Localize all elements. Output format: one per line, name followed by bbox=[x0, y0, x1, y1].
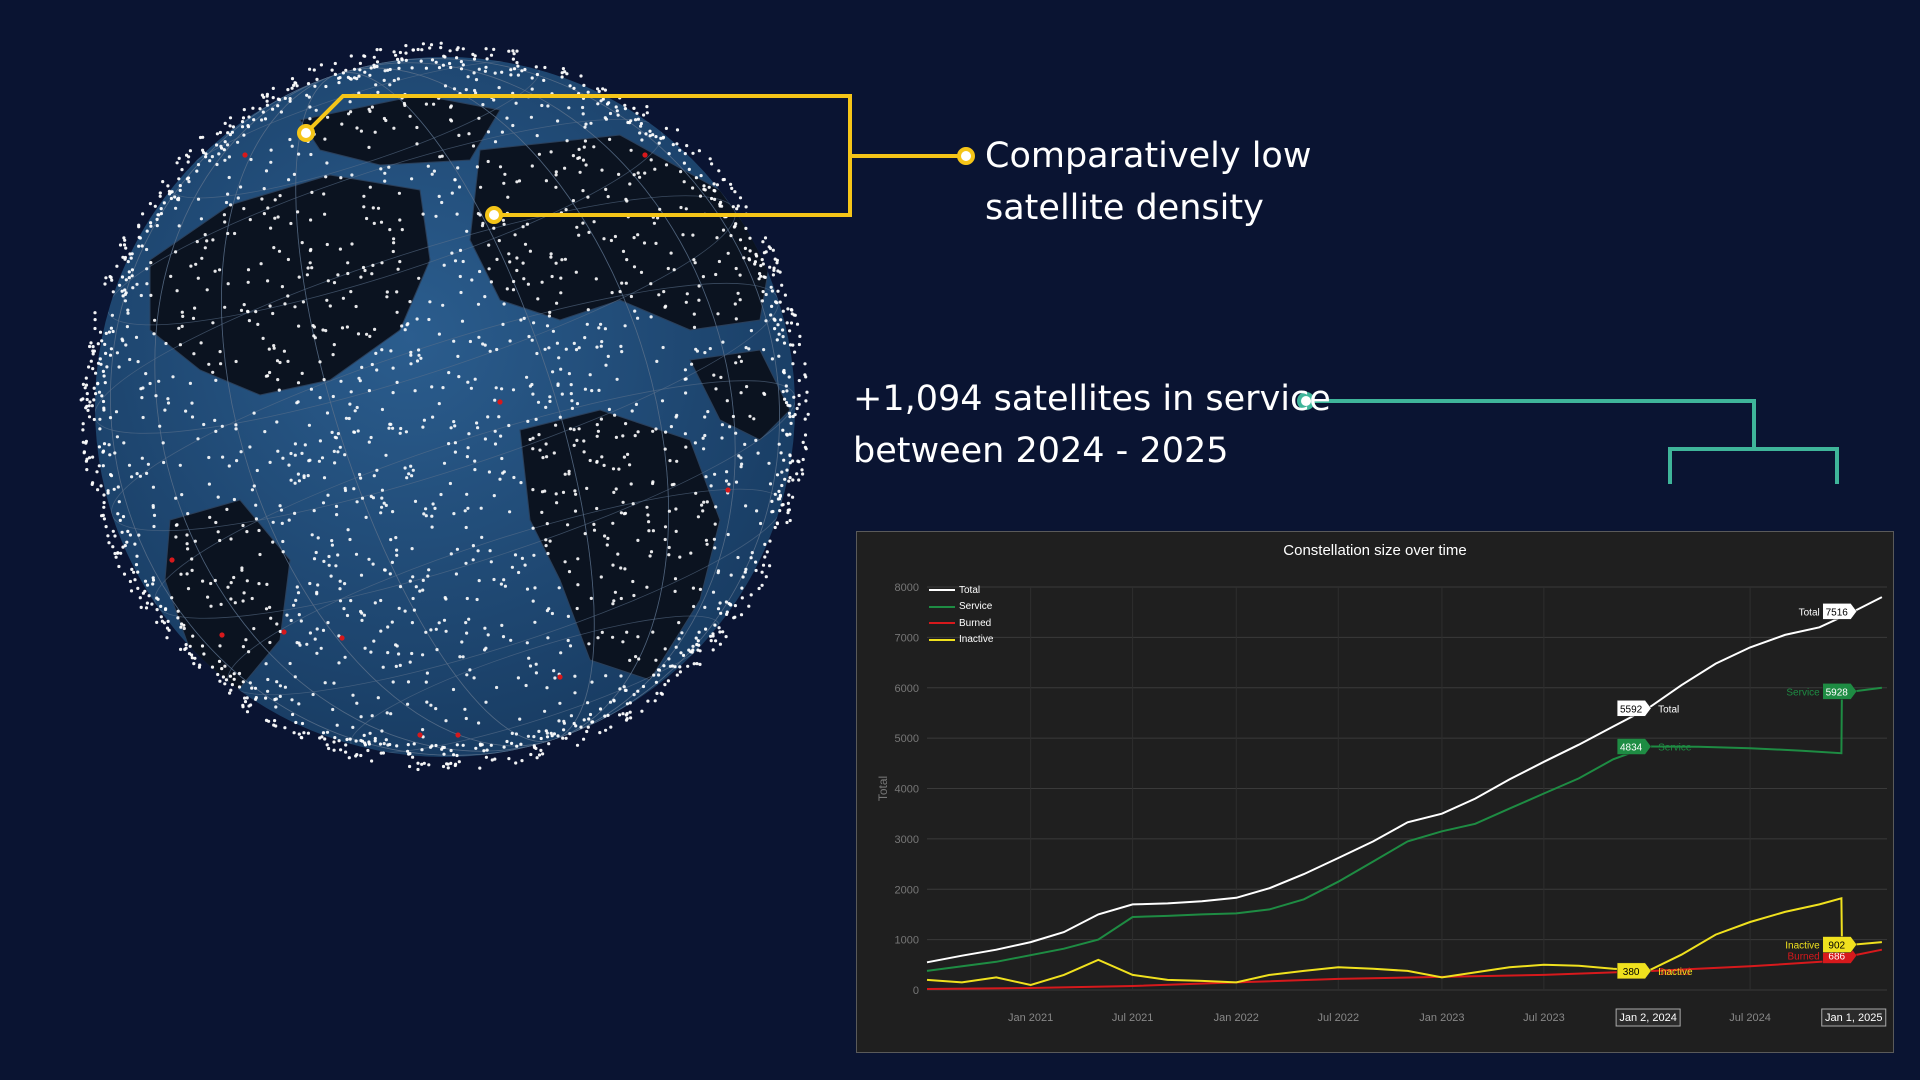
density-callout-dot bbox=[957, 147, 975, 165]
chart-grid bbox=[927, 586, 1887, 991]
y-tick-label: 2000 bbox=[895, 884, 919, 896]
service-bracket bbox=[1668, 447, 1839, 484]
data-label-total: 5592 Total bbox=[1616, 700, 1679, 717]
data-label-inactive: 380 Inactive bbox=[1616, 962, 1693, 980]
data-label-value: 686 bbox=[1828, 951, 1845, 962]
data-label-service: 4834 Service bbox=[1616, 738, 1692, 755]
globe-land bbox=[149, 94, 791, 701]
x-highlight-tick: Jan 2, 2024 bbox=[1615, 1008, 1681, 1027]
x-tick-label: Jul 2024 bbox=[1729, 1012, 1771, 1024]
legend-label: Service bbox=[959, 601, 993, 613]
data-label-name: Burned bbox=[1788, 951, 1820, 962]
earth-globe-icon bbox=[79, 41, 810, 772]
legend-swatch bbox=[929, 589, 955, 592]
density-connector-bottom bbox=[494, 156, 852, 217]
y-tick-label: 1000 bbox=[895, 935, 919, 947]
legend-label: Burned bbox=[959, 617, 992, 629]
legend-label: Inactive bbox=[959, 634, 994, 646]
x-highlight-box bbox=[1615, 1008, 1681, 1027]
data-label-box bbox=[1616, 700, 1652, 717]
data-label-name: Service bbox=[1786, 687, 1820, 698]
chart-legend: Total Service Burned Inactive bbox=[929, 582, 993, 648]
legend-item-inactive[interactable]: Inactive bbox=[929, 632, 993, 649]
legend-swatch bbox=[929, 605, 955, 608]
x-tick-label: Jul 2021 bbox=[1112, 1012, 1154, 1024]
series-line-total bbox=[926, 596, 1883, 964]
x-tick-label: Jan 2021 bbox=[1008, 1012, 1053, 1024]
x-highlight-tick: Jan 1, 2025 bbox=[1821, 1008, 1887, 1027]
x-highlight-label: Jan 1, 2025 bbox=[1825, 1012, 1883, 1024]
y-tick-label: 0 bbox=[913, 985, 919, 997]
density-marker-east bbox=[485, 206, 503, 224]
data-label-service: 5928 Service bbox=[1786, 683, 1858, 700]
data-label-value: 7516 bbox=[1826, 607, 1849, 618]
constellation-chart-panel: 0 1000 2000 3000 4000 5000 6000 7000 8000 Jan 202… bbox=[856, 531, 1894, 1053]
legend-item-service[interactable]: Service bbox=[929, 599, 993, 616]
density-callout-line1: Comparatively low bbox=[985, 136, 1312, 176]
legend-swatch bbox=[929, 638, 955, 641]
data-label-name: Inactive bbox=[1785, 941, 1820, 952]
series-line-inactive bbox=[926, 896, 1882, 987]
density-callout-text: Comparatively low satellite density bbox=[985, 130, 1311, 234]
service-callout-line2: between 2024 - 2025 bbox=[853, 431, 1229, 471]
x-highlight-box bbox=[1821, 1008, 1887, 1027]
y-tick-label: 6000 bbox=[895, 683, 919, 695]
data-label-box bbox=[1616, 962, 1652, 980]
series-line-service bbox=[926, 686, 1883, 972]
data-label-value: 902 bbox=[1828, 941, 1845, 952]
data-label-value: 5592 bbox=[1620, 704, 1643, 715]
data-label-box bbox=[1822, 683, 1858, 700]
data-label-name: Burned bbox=[1658, 967, 1690, 978]
x-tick-label: Jan 2023 bbox=[1419, 1012, 1464, 1024]
y-tick-label: 8000 bbox=[895, 582, 919, 594]
service-callout-text: +1,094 satellites in service between 202… bbox=[853, 373, 1331, 477]
legend-swatch bbox=[929, 622, 955, 625]
x-highlight-label: Jan 2, 2024 bbox=[1619, 1012, 1677, 1024]
y-tick-label: 7000 bbox=[895, 632, 919, 644]
data-label-total: 7516 Total bbox=[1799, 603, 1858, 620]
y-axis-label: Total bbox=[876, 776, 890, 801]
data-label-box bbox=[1822, 603, 1858, 620]
y-tick-label: 5000 bbox=[895, 733, 919, 745]
x-tick-label: Jul 2023 bbox=[1523, 1012, 1565, 1024]
y-tick-label: 4000 bbox=[895, 784, 919, 796]
density-callout-line2: satellite density bbox=[985, 188, 1264, 228]
data-label-inactive: 902 Inactive bbox=[1785, 936, 1858, 953]
legend-item-total[interactable]: Total bbox=[929, 582, 993, 599]
service-callout-dot bbox=[1297, 392, 1315, 410]
data-label-value: 5928 bbox=[1826, 687, 1849, 698]
data-label-box bbox=[1616, 738, 1652, 755]
x-tick-label: Jan 2022 bbox=[1214, 1012, 1259, 1024]
density-connector-top bbox=[304, 94, 966, 158]
y-tick-label: 3000 bbox=[895, 834, 919, 846]
data-label-name: Inactive bbox=[1658, 967, 1693, 978]
service-callout-line1: +1,094 satellites in service bbox=[853, 379, 1331, 419]
constellation-chart: 0 1000 2000 3000 4000 5000 6000 7000 8000 Jan 202… bbox=[876, 582, 1887, 1027]
density-marker-north bbox=[297, 124, 315, 142]
data-label-name: Total bbox=[1658, 704, 1679, 715]
density-callout-connector bbox=[297, 94, 975, 224]
data-label-value: 4834 bbox=[1620, 742, 1643, 753]
x-tick-label: Jul 2022 bbox=[1317, 1012, 1359, 1024]
legend-item-burned[interactable]: Burned bbox=[929, 615, 993, 632]
data-label-name: Service bbox=[1658, 742, 1692, 753]
series-line-burned bbox=[926, 948, 1883, 990]
data-label-value: 380 bbox=[1623, 967, 1640, 978]
service-connector bbox=[1306, 399, 1756, 449]
service-callout-connector bbox=[1297, 392, 1839, 484]
legend-label: Total bbox=[959, 584, 981, 596]
data-label-box bbox=[1822, 936, 1858, 953]
satellite-dot-icon bbox=[79, 41, 810, 772]
data-label-name: Total bbox=[1799, 607, 1820, 618]
chart-title: Constellation size over time bbox=[1283, 542, 1467, 559]
